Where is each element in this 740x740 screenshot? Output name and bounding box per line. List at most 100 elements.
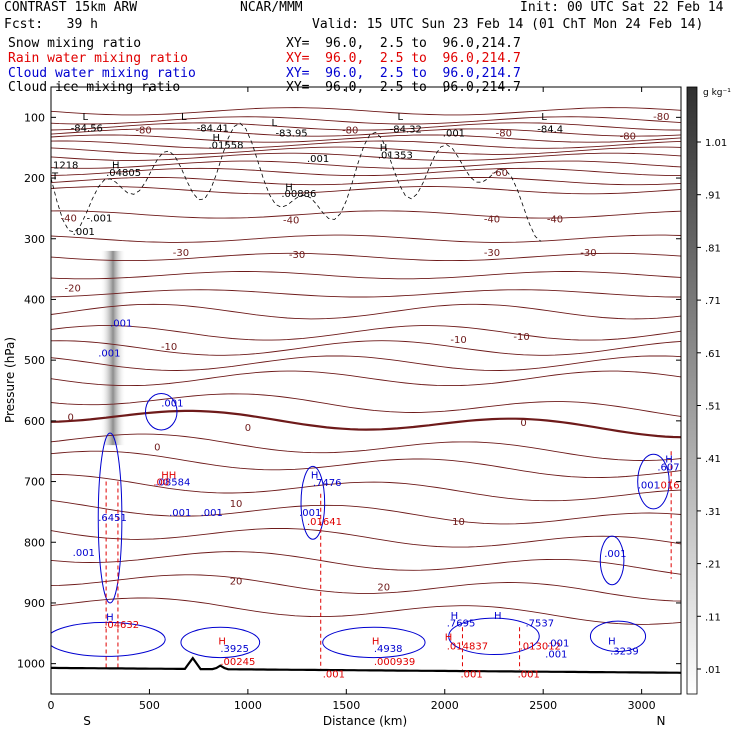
temperature-contour-label: -80 — [496, 129, 512, 140]
temperature-contour-label: 0 — [245, 423, 251, 434]
extremum-value-label: .04632 — [104, 620, 139, 631]
extremum-marker: H — [311, 470, 319, 481]
extremum-value-label: .014837 — [447, 641, 488, 652]
y-tick-label: 800 — [24, 536, 45, 549]
field-name-rain: Rain water mixing ratio — [8, 51, 189, 66]
field-xy-rain: XY= 96.0, 2.5 to 96.0,214.7 — [286, 51, 521, 66]
temperature-contour-label: 10 — [452, 517, 465, 528]
extremum-value-label: .001 — [169, 508, 191, 519]
cloud-water-contour — [589, 620, 647, 653]
temperature-contour-line — [51, 303, 681, 320]
terrain-surface — [51, 656, 681, 674]
extremum-value-label: .6451 — [98, 513, 127, 524]
extremum-marker: H — [212, 133, 220, 144]
extremum-value-label: .00886 — [281, 189, 316, 200]
temperature-contour-line — [51, 325, 681, 341]
header-model-title: CONTRAST 15km ARW — [4, 0, 138, 15]
temperature-contour-label: -20 — [64, 283, 80, 294]
temperature-contour-line — [51, 355, 681, 371]
temperature-contour-line — [51, 370, 681, 387]
temperature-contour-line — [51, 116, 681, 125]
temperature-contour-line — [51, 234, 681, 243]
extremum-value-label: .001 — [307, 154, 329, 165]
temperature-contour-line — [51, 409, 681, 439]
cloud-water-contour — [322, 626, 426, 659]
temperature-contour-label: -30 — [484, 248, 500, 259]
field-name-snow: Snow mixing ratio — [8, 36, 142, 51]
temperature-contour-label: 10 — [230, 499, 243, 510]
extremum-marker: T — [51, 172, 59, 183]
y-tick-label: 500 — [24, 354, 45, 367]
cloud-water-contour — [637, 453, 670, 510]
extremum-value-label: .001 — [443, 129, 465, 140]
temperature-contour-label: -80 — [620, 132, 636, 143]
colorbar-scale — [686, 86, 698, 695]
temperature-contour-label: 0 — [520, 418, 526, 429]
extremum-value-label: .00 — [153, 478, 169, 489]
extremum-value-label: -84.56 — [71, 124, 103, 135]
temperature-contour-label: -30 — [289, 250, 305, 261]
cloud-water-contour — [145, 393, 178, 431]
extremum-marker: HH — [161, 470, 176, 481]
extremum-value-label: .001 — [545, 649, 567, 660]
header-valid-time: Valid: 15 UTC Sun 23 Feb 14 (01 ChT Mon … — [312, 17, 704, 32]
extremum-value-label: .001 — [518, 669, 540, 680]
x-axis-label: Distance (km) — [323, 714, 407, 728]
temperature-contour-line — [51, 122, 681, 131]
extremum-value-label: .001 — [299, 508, 321, 519]
shaded-ice-column — [100, 250, 126, 446]
extremum-marker: H — [112, 161, 120, 172]
temperature-contour-label: -80 — [653, 112, 669, 123]
extremum-value-label: .00245 — [220, 657, 255, 668]
extremum-marker: L — [83, 112, 89, 123]
x-tick-label: 3000 — [628, 699, 656, 712]
temperature-contour-label: -80 — [342, 125, 358, 136]
y-tick-label: 900 — [24, 597, 45, 610]
extremum-value-label: .7537 — [525, 618, 554, 629]
extremum-value-label: .001 — [461, 669, 483, 680]
extremum-value-label: .0167 — [657, 481, 686, 492]
temperature-contour-line — [51, 128, 681, 137]
y-tick-label: 400 — [24, 293, 45, 306]
cloud-water-contour — [180, 626, 261, 659]
extremum-marker: H — [451, 611, 459, 622]
extremum-marker: H — [494, 611, 502, 622]
temperature-contour-line — [51, 289, 681, 298]
x-tick-label: 0 — [48, 699, 55, 712]
extremum-value-label: .001 — [73, 548, 95, 559]
temperature-contour-label: -10 — [513, 332, 529, 343]
colorbar-tick-label: .51 — [705, 402, 721, 413]
plot-area: -80 -80 -80 -80 -80 -60 -40 -40 -40 -40 -30 -30 -30 -… — [51, 107, 686, 680]
x-tick-label: 2000 — [431, 699, 459, 712]
header-forecast-hour: Fcst: 39 h — [4, 17, 98, 32]
extremum-value-label: .000939 — [374, 657, 415, 668]
temperature-contour-line — [51, 146, 681, 155]
cloud-water-contour — [97, 432, 123, 604]
extremum-value-label: .04805 — [106, 168, 141, 179]
extremum-marker: H — [445, 632, 453, 643]
y-tick-label: 300 — [24, 233, 45, 246]
colorbar: g kg⁻¹ 1.01 .91 .81 .71 .61 .51 .41 .31 .21 .11 .0… — [686, 86, 731, 695]
extremum-marker: H — [285, 183, 293, 194]
field-xy-cloud-water: XY= 96.0, 2.5 to 96.0,214.7 — [286, 66, 521, 81]
x-tick-label: 1500 — [332, 699, 360, 712]
temperature-contour-line — [51, 160, 681, 169]
extremum-value-label: .01353 — [378, 150, 413, 161]
colorbar-tick-label: .01 — [705, 665, 721, 676]
temperature-contour-label: 0 — [68, 413, 74, 424]
extremum-value-label: -83.95 — [275, 129, 307, 140]
temperature-contour-line — [51, 393, 681, 417]
temperature-contour-line — [51, 574, 681, 602]
y-axis-label: Pressure (hPa) — [3, 337, 17, 423]
ice-mixing-contour — [51, 122, 542, 242]
colorbar-tick-label: .81 — [705, 243, 721, 254]
extremum-value-label: .7695 — [447, 618, 476, 629]
temperature-contour-label: -40 — [484, 215, 500, 226]
colorbar-unit: g kg⁻¹ — [703, 88, 731, 98]
extremum-value-label: .001 — [110, 319, 132, 330]
y-tick-label: 200 — [24, 172, 45, 185]
temperature-contour-line — [51, 450, 681, 479]
y-tick-label: 100 — [24, 111, 45, 124]
